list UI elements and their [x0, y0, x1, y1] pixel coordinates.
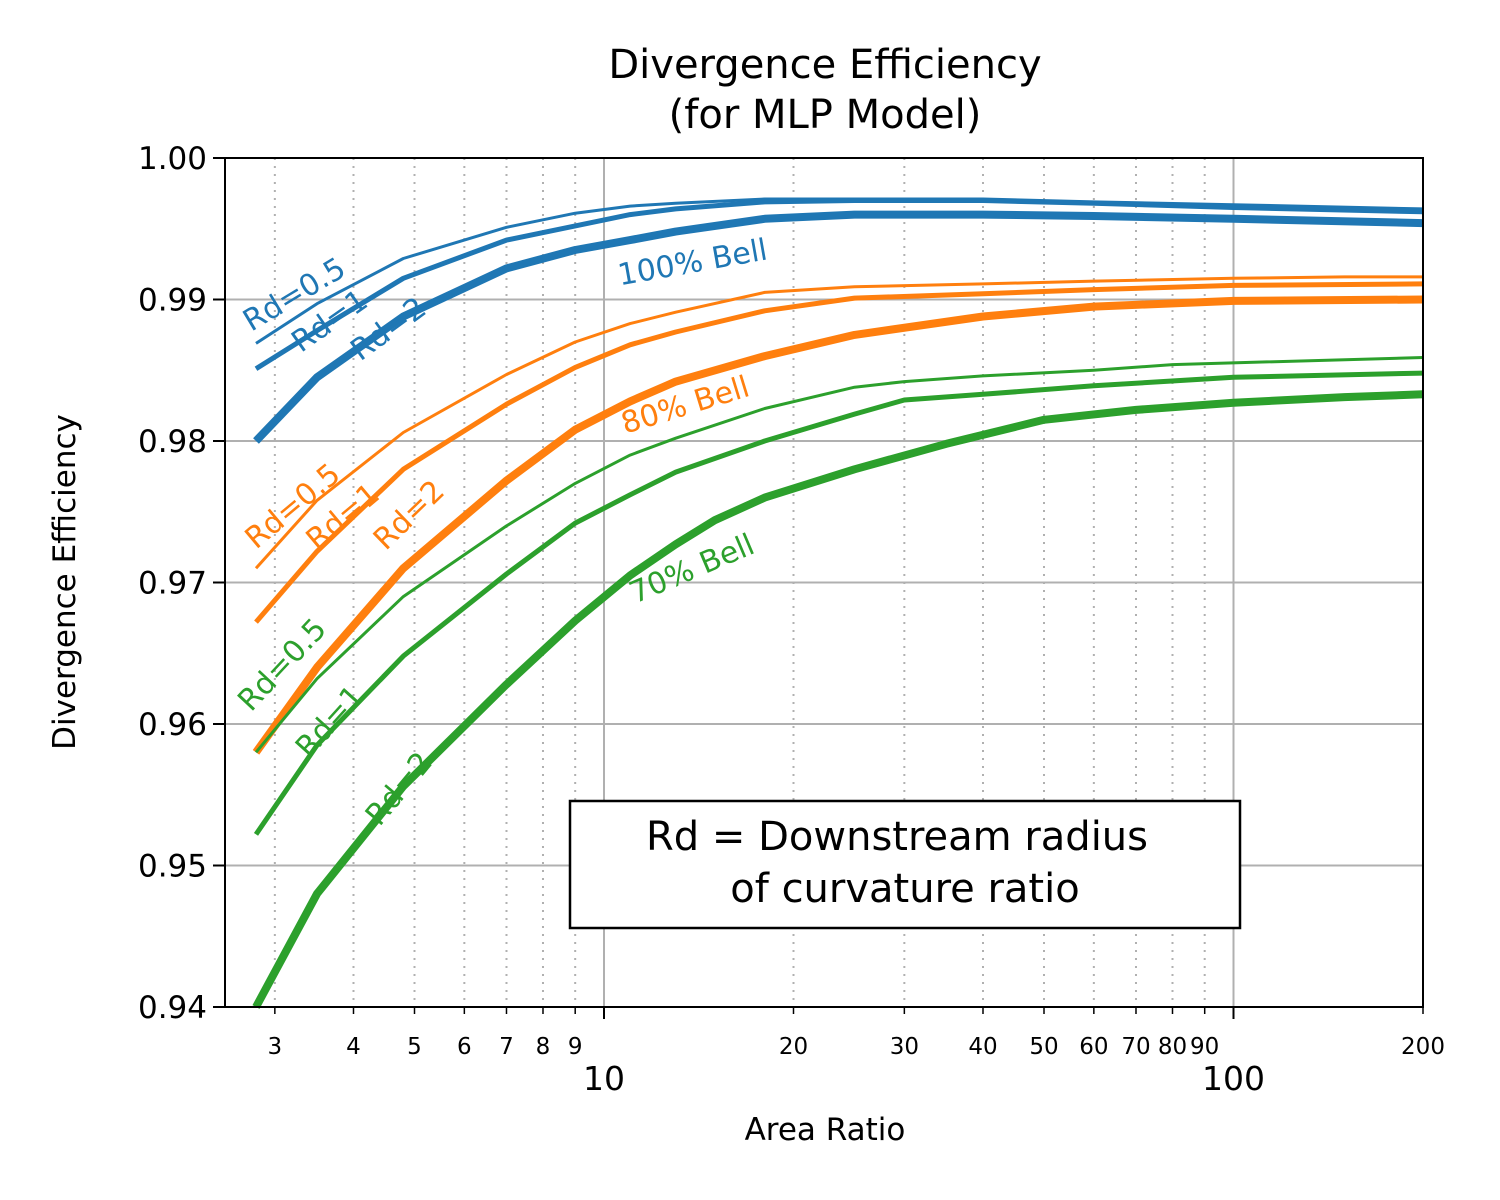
chart-subtitle: (for MLP Model) — [669, 92, 982, 138]
y-tick-label: 1.00 — [138, 141, 207, 177]
y-tick-label: 0.98 — [138, 424, 207, 460]
x-minor-tick-label: 8 — [536, 1034, 551, 1060]
x-minor-tick-label: 6 — [457, 1034, 472, 1060]
x-minor-tick-label: 50 — [1029, 1034, 1058, 1060]
x-minor-tick-label: 90 — [1190, 1034, 1219, 1060]
series-line-70-bell-rd-2 — [252, 390, 1424, 1009]
series-line-100-bell-rd-1 — [254, 198, 1424, 371]
x-minor-tick-label: 5 — [407, 1034, 422, 1060]
annotation-line-1: Rd = Downstream radius — [646, 814, 1148, 860]
chart-title: Divergence Efficiency — [608, 42, 1041, 88]
y-tick-label: 0.97 — [138, 566, 207, 602]
x-minor-tick-label: 80 — [1158, 1034, 1187, 1060]
y-axis-label: Divergence Efficiency — [47, 414, 83, 750]
x-major-tick-label: 10 — [583, 1059, 625, 1098]
series-line-80-bell-rd-2 — [252, 295, 1424, 755]
series-line-70-bell-rd-0-5 — [254, 356, 1424, 754]
curve-label-family: 70% Bell — [624, 527, 759, 611]
curve-label-rd: Rd=2 — [359, 746, 440, 833]
x-minor-tick-label: 30 — [890, 1034, 919, 1060]
axis-ticks: 0.94 0.95 0.96 0.97 0.98 0.99 1.00 3 4 5 6 7 8 9 20 30 4… — [138, 141, 1445, 1098]
x-minor-tick-label: 9 — [568, 1034, 583, 1060]
x-minor-tick-label: 7 — [499, 1034, 514, 1060]
x-minor-tick-label: 4 — [346, 1034, 361, 1060]
x-minor-tick-label: 70 — [1121, 1034, 1150, 1060]
x-minor-tick-label: 200 — [1401, 1034, 1445, 1060]
series-line-70-bell-rd-1 — [253, 370, 1424, 836]
x-minor-tick-label: 60 — [1079, 1034, 1108, 1060]
x-major-tick-label: 100 — [1202, 1059, 1265, 1098]
y-tick-label: 0.99 — [138, 283, 207, 319]
curve-label-rd: Rd=2 — [367, 474, 452, 558]
series-line-80-bell-rd-1 — [254, 281, 1424, 624]
y-tick-label: 0.94 — [138, 990, 207, 1026]
series-line-100-bell-rd-2 — [253, 210, 1424, 444]
y-tick-label: 0.96 — [138, 707, 207, 743]
x-axis-label: Area Ratio — [745, 1112, 906, 1148]
annotation-frame — [568, 799, 1242, 930]
series-lines — [252, 197, 1424, 1009]
x-minor-tick-label: 20 — [779, 1034, 808, 1060]
x-minor-tick-label: 40 — [968, 1034, 997, 1060]
annotation-line-2: of curvature ratio — [730, 866, 1079, 912]
annotation-box: Rd = Downstream radius of curvature rati… — [568, 799, 1242, 930]
y-tick-label: 0.95 — [138, 849, 207, 885]
series-line-80-bell-rd-0-5 — [254, 275, 1423, 570]
x-minor-tick-label: 3 — [268, 1034, 283, 1060]
